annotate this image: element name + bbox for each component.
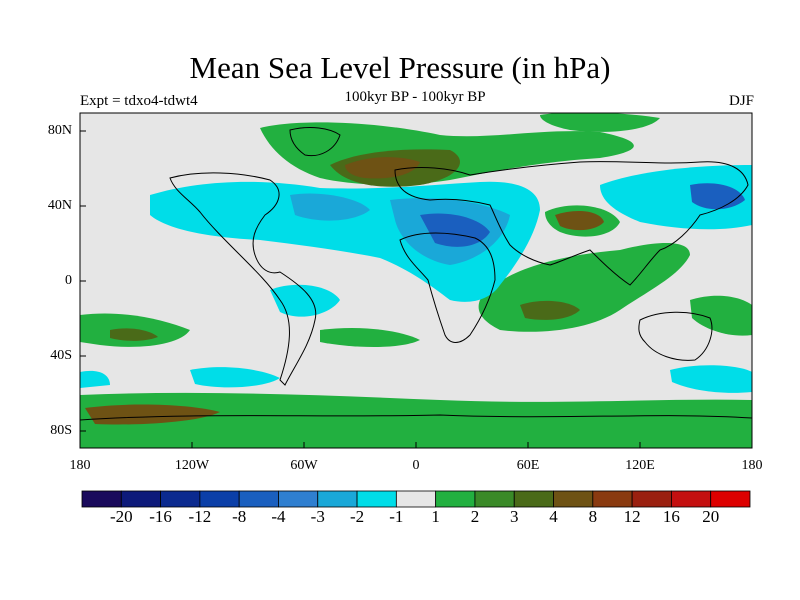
antarctic-high-region: [80, 392, 752, 448]
colorbar-swatch: [395, 490, 437, 508]
colorbar-swatch: [435, 490, 476, 508]
south-pacific-low-region-a: [80, 370, 110, 388]
colorbar-swatch: [317, 490, 358, 508]
lon-label-120w: 120W: [174, 458, 210, 473]
south-ocean-low-region: [670, 365, 752, 393]
north-africa-core-region: [420, 213, 490, 247]
colorbar-tick-label: 4: [549, 507, 558, 526]
colorbar-tick-label: -16: [149, 507, 172, 526]
tasman-high-region: [690, 295, 752, 336]
colorbar-swatch: [81, 490, 122, 508]
colorbar-tick-label: -20: [109, 507, 133, 526]
colorbar-tick-label: 3: [509, 507, 519, 526]
map-panel: [80, 113, 752, 448]
colorbar-tick-label: -4: [271, 507, 286, 526]
colorbar-swatch: [592, 490, 633, 508]
colorbar: [81, 490, 751, 508]
chart-title: Mean Sea Level Pressure (in hPa): [189, 50, 611, 85]
colorbar-swatch: [238, 490, 279, 508]
south-atlantic-high-region: [320, 328, 420, 347]
colorbar-tick-label: 8: [588, 507, 598, 526]
south-pacific-low-region-b: [190, 367, 280, 388]
colorbar-tick-label: 12: [623, 507, 641, 526]
arctic-peak-region: [345, 157, 420, 179]
greenland-outline: [289, 127, 341, 157]
colorbar-swatch: [553, 490, 594, 508]
antarctica-outline: [80, 414, 752, 421]
north-pacific-core-region: [690, 183, 745, 210]
siberia-high-region: [540, 113, 660, 132]
colorbar-swatch: [160, 490, 201, 508]
colorbar-swatch: [631, 490, 672, 508]
map-ticks: [79, 130, 753, 448]
chart-subtitle: 100kyr BP - 100kyr BP: [344, 89, 486, 105]
colorbar-tick-label: -2: [349, 507, 365, 526]
australia-outline: [638, 311, 713, 361]
north-atlantic-low-region: [290, 193, 370, 221]
colorbar-swatch: [278, 490, 319, 508]
colorbar-swatch: [513, 490, 554, 508]
lat-label-40n: 40N: [47, 198, 72, 213]
colorbar-swatch: [710, 490, 751, 508]
tibet-peak-region: [555, 210, 604, 231]
lon-label-60w: 60W: [290, 458, 318, 473]
lat-label-80s: 80S: [50, 423, 72, 438]
colorbar-tick-label: 16: [662, 507, 680, 526]
lon-label-180w: 180: [69, 458, 91, 473]
coastlines: [80, 127, 752, 421]
south-pacific-core-region: [110, 328, 158, 341]
colorbar-tick-label: 1: [431, 507, 440, 526]
indian-ocean-core-region: [520, 300, 580, 320]
tropical-atlantic-low-region: [270, 284, 340, 317]
eurasia-outline: [394, 161, 749, 286]
colorbar-swatch: [120, 490, 161, 508]
colorbar-swatch: [199, 490, 240, 508]
colorbar-tick-label: -1: [389, 507, 404, 526]
north-pacific-low-region: [600, 165, 752, 230]
lon-label-60e: 60E: [516, 458, 540, 473]
positive-anomaly-fills: [80, 113, 752, 448]
lat-label-80n: 80N: [47, 123, 72, 138]
colorbar-swatch: [356, 490, 397, 508]
colorbar-tick-label: -8: [232, 507, 247, 526]
negative-anomaly-fills: [80, 165, 752, 393]
antarctic-peak-region: [85, 404, 220, 425]
lon-label-120e: 120E: [625, 458, 655, 473]
colorbar-tick-label: 20: [702, 507, 720, 526]
season-label: DJF: [728, 93, 754, 109]
colorbar-swatch: [474, 490, 515, 508]
lon-label-0: 0: [412, 458, 420, 473]
lat-label-40s: 40S: [50, 348, 72, 363]
lon-label-180e: 180: [741, 458, 763, 473]
colorbar-tick-label: -12: [188, 507, 212, 526]
americas-outline: [169, 172, 317, 386]
experiment-label: Expt = tdxo4-tdwt4: [80, 93, 198, 109]
colorbar-tick-label: 2: [470, 507, 480, 526]
colorbar-tick-label: -3: [310, 507, 325, 526]
colorbar-swatch: [671, 490, 712, 508]
africa-outline: [399, 232, 496, 343]
lat-label-0: 0: [65, 273, 72, 288]
